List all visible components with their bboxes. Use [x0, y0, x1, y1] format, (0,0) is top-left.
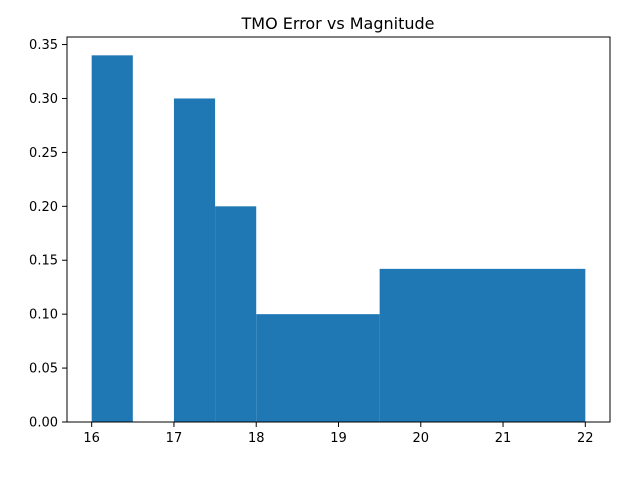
plot-frame	[66, 36, 611, 423]
histogram-bar-2	[173, 98, 216, 423]
x-tick-label-2: 18	[248, 431, 265, 446]
histogram-bar-4	[256, 314, 380, 422]
histogram-bar-5	[379, 268, 586, 422]
y-tick-label-3: 0.15	[29, 254, 58, 269]
x-tick-label-3: 19	[330, 431, 347, 446]
y-tick-label-1: 0.05	[29, 362, 58, 377]
y-axis: 0.00 0.05 0.10 0.15 0.20 0.25 0.30 0.35	[29, 38, 67, 431]
chart-title: TMO Error vs Magnitude	[241, 14, 435, 33]
x-tick-label-5: 21	[495, 431, 512, 446]
x-tick-label-6: 22	[577, 431, 594, 446]
x-tick-label-4: 20	[412, 431, 429, 446]
y-tick-label-7: 0.35	[29, 38, 58, 53]
y-tick-label-0: 0.00	[29, 416, 58, 431]
y-tick-label-5: 0.25	[29, 146, 58, 161]
y-tick-label-6: 0.30	[29, 92, 58, 107]
y-tick-label-4: 0.20	[29, 200, 58, 215]
x-axis: 16 17 18 19 20 21 22	[83, 422, 594, 446]
bars-group	[91, 55, 586, 423]
y-tick-label-2: 0.10	[29, 308, 58, 323]
x-tick-label-1: 17	[166, 431, 183, 446]
x-tick-label-0: 16	[83, 431, 100, 446]
histogram-bar-3	[215, 206, 257, 422]
histogram-bar-0	[91, 55, 133, 422]
